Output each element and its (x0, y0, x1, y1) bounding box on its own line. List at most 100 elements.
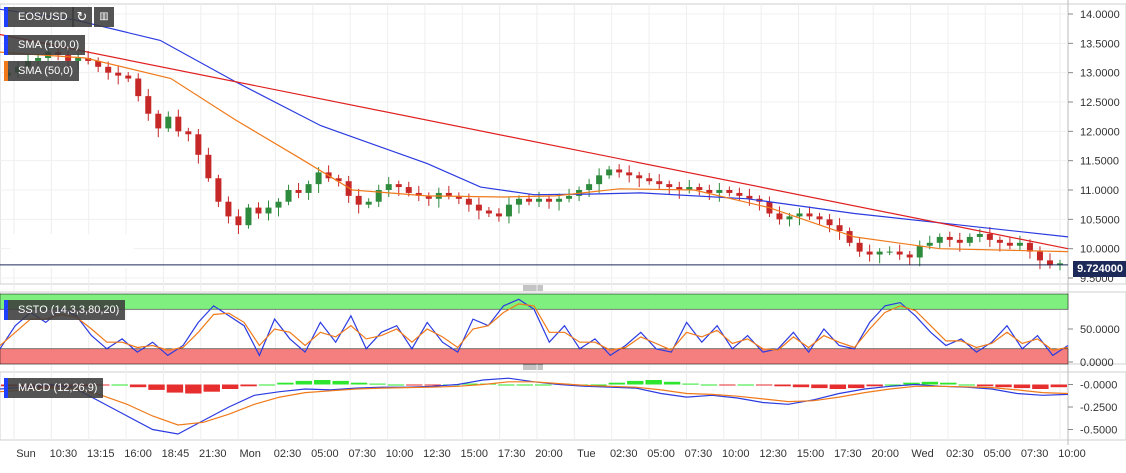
candle (1006, 242, 1013, 246)
sma50-legend[interactable]: SMA (50,0) (4, 61, 80, 81)
candle (876, 251, 883, 255)
y-tick-label: 0.0000 (1080, 357, 1114, 369)
candle (816, 216, 823, 220)
ssto-legend[interactable]: SSTO (14,3,3,80,20) (4, 300, 126, 320)
chart-settings-icon[interactable]: ▥ (94, 7, 114, 27)
candle (35, 58, 42, 61)
x-tick-label: 15:00 (461, 448, 489, 460)
candle (415, 192, 422, 196)
candle (666, 184, 673, 188)
macd-histogram-bar (1013, 384, 1031, 389)
candle (836, 225, 843, 232)
candle (896, 251, 903, 255)
macd-histogram-bar (663, 381, 681, 385)
candle (235, 216, 242, 226)
macd-histogram-bar (387, 384, 405, 386)
macd-histogram-bar (516, 384, 533, 386)
candle (536, 198, 543, 202)
candle (736, 192, 743, 196)
macd-histogram-bar (774, 384, 791, 387)
macd-histogram-bar (350, 382, 368, 385)
macd-histogram-bar (498, 384, 515, 386)
sma100-legend[interactable]: SMA (100,0) (4, 35, 86, 55)
candle (1036, 251, 1043, 261)
macd-histogram-bar (185, 384, 202, 394)
x-tick-label: 07:30 (685, 448, 713, 460)
candle (255, 207, 262, 214)
candle (355, 195, 362, 205)
candle (445, 192, 452, 196)
x-tick-label: 17:30 (834, 448, 862, 460)
candle (125, 75, 132, 79)
refresh-icon[interactable]: ↻ (72, 7, 92, 27)
y-tick-label: -0.5000 (1080, 425, 1117, 437)
candle (175, 116, 182, 132)
macd-histogram-bar (111, 384, 128, 386)
macd-histogram-bar (700, 384, 718, 386)
candle (525, 198, 532, 202)
x-tick-label: 12:30 (759, 448, 787, 460)
candle (295, 190, 302, 193)
candle (465, 198, 472, 205)
macd-legend[interactable]: MACD (12,26,9) (4, 378, 104, 398)
y-tick-label: 11.0000 (1080, 185, 1119, 197)
macd-histogram-bar (240, 384, 257, 387)
macd-histogram-bar (719, 384, 736, 386)
macd-histogram-bar (627, 380, 644, 385)
candle (105, 66, 112, 73)
macd-histogram-bar (1050, 384, 1067, 388)
x-tick-label: 07:30 (348, 448, 376, 460)
candle (846, 231, 853, 243)
x-tick-label: 10:00 (722, 448, 750, 460)
candle (75, 58, 82, 61)
macd-histogram-bar (903, 382, 920, 385)
candle (215, 178, 222, 202)
macd-histogram-bar (203, 384, 220, 392)
candle (65, 55, 72, 61)
macd-histogram-bar (995, 384, 1012, 388)
candle (996, 239, 1003, 243)
candle (786, 216, 793, 220)
candle (275, 201, 282, 208)
candle (726, 190, 733, 193)
candle (1026, 242, 1033, 252)
y-tick-label: 13.0000 (1080, 68, 1120, 80)
x-tick-label: Wed (911, 448, 933, 460)
candle (85, 58, 92, 61)
sma-line (0, 8, 1069, 238)
candle (495, 213, 502, 217)
candle (956, 239, 963, 243)
x-tick-label: 05:00 (647, 448, 675, 460)
ssto-line (0, 303, 1069, 351)
macd-histogram-bar (314, 380, 331, 385)
candle (385, 184, 392, 190)
candle (966, 236, 973, 243)
macd-histogram-bar (332, 380, 349, 385)
macd-line (0, 381, 1069, 426)
candle (245, 207, 252, 226)
candle (285, 190, 292, 202)
candle (1056, 263, 1063, 266)
candle (776, 213, 783, 220)
candle (165, 116, 172, 129)
candle (405, 187, 412, 193)
candle (185, 131, 192, 135)
y-tick-label: 14.0000 (1080, 9, 1120, 21)
candle (566, 195, 573, 199)
candle (505, 204, 512, 217)
candle (225, 201, 232, 217)
candle (155, 113, 162, 129)
candle (986, 234, 993, 240)
x-tick-label: 20:00 (871, 448, 899, 460)
candle (976, 234, 983, 237)
candle (796, 213, 803, 217)
macd-histogram-bar (406, 384, 423, 386)
x-tick-label: Mon (239, 448, 260, 460)
candle (135, 78, 142, 97)
macd-histogram-bar (166, 384, 184, 393)
candle (115, 72, 122, 76)
macd-histogram-bar (424, 384, 441, 386)
symbol-label[interactable]: EOS/USD (4, 7, 74, 27)
macd-histogram-bar (682, 383, 699, 385)
